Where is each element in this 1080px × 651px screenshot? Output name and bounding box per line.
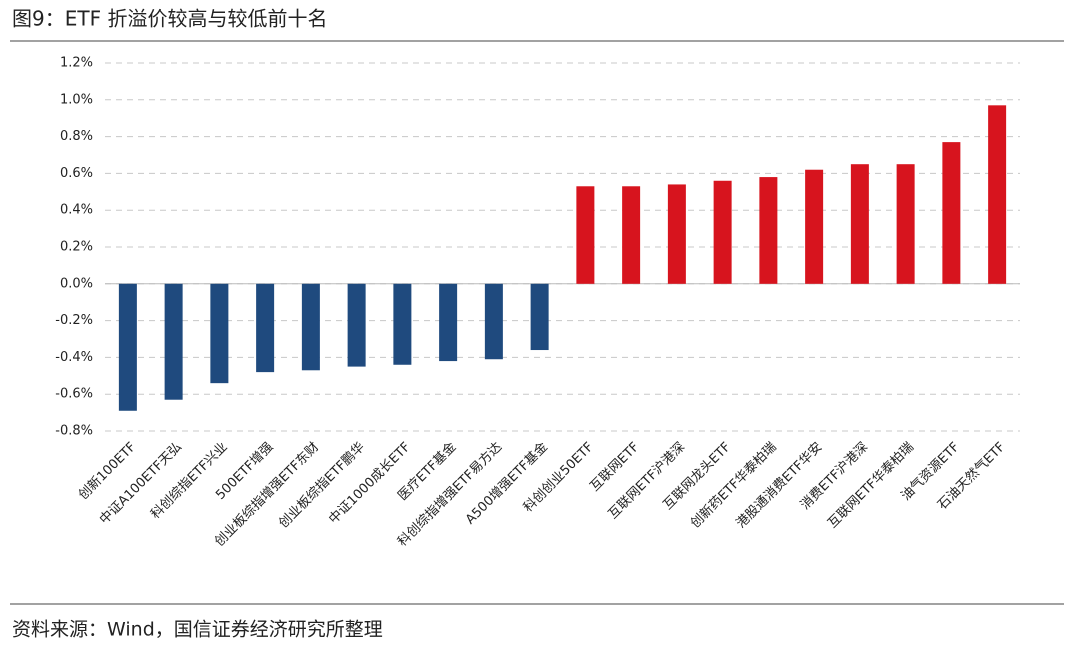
bar [484, 283, 503, 360]
x-tick-label: 互联网ETF华泰柏瑞 [825, 440, 917, 532]
bar [256, 283, 275, 373]
x-tick-label: 中证A100ETF天弘 [97, 440, 185, 528]
x-tick-label: 创新药ETF华泰柏瑞 [687, 439, 779, 531]
bar [576, 186, 595, 284]
bar [713, 180, 732, 284]
y-tick-label: 1.2% [60, 56, 93, 71]
bar [118, 283, 137, 411]
bar [988, 105, 1007, 284]
x-tick-label: 创业板综指ETF鹏华 [276, 440, 368, 532]
bar [439, 283, 458, 362]
x-tick-label: 互联网ETF沪港深 [605, 439, 688, 522]
y-tick-label: 1.0% [60, 92, 93, 107]
bar [850, 164, 869, 284]
bar [759, 177, 778, 284]
y-tick-label: 0.4% [60, 203, 93, 218]
bar [301, 283, 320, 371]
x-tick-label: 港股通消费ETF华安 [734, 440, 826, 532]
bar [896, 164, 915, 284]
y-tick-label: -0.8% [55, 424, 93, 439]
bar [942, 142, 961, 284]
chart-title: 图9：ETF 折溢价较高与较低前十名 [12, 7, 327, 31]
y-tick-label: 0.0% [60, 276, 93, 291]
bar [210, 283, 229, 384]
bar [530, 283, 549, 351]
bar [667, 184, 686, 284]
bar [347, 283, 366, 367]
bar [164, 283, 183, 400]
bar [393, 283, 412, 365]
source-note: 资料来源：Wind，国信证券经济研究所整理 [12, 619, 383, 641]
x-tick-label: 中证1000成长ETF [326, 440, 413, 527]
y-tick-label: -0.6% [55, 387, 93, 402]
y-tick-label: 0.8% [60, 129, 93, 144]
y-tick-label: 0.2% [60, 240, 93, 255]
bar [805, 169, 824, 284]
x-tick-label: A500增强ETF基金 [462, 439, 551, 528]
y-tick-label: -0.2% [55, 313, 93, 328]
y-tick-label: -0.4% [55, 350, 93, 365]
bar [622, 186, 641, 284]
y-tick-label: 0.6% [60, 166, 93, 181]
